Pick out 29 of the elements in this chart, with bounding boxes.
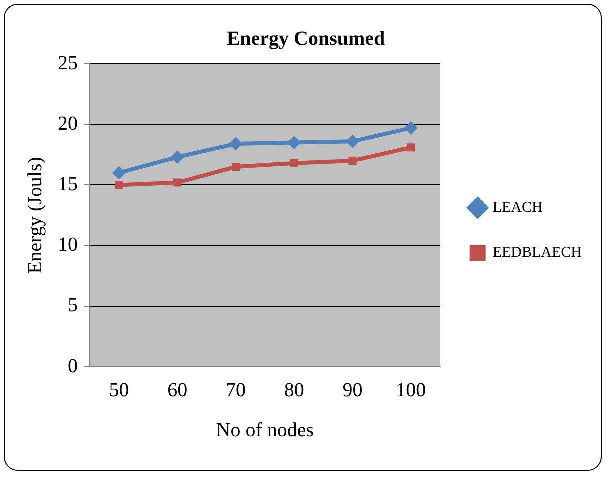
point — [115, 181, 124, 190]
x-axis-title: No of nodes — [216, 419, 314, 442]
x-tick-label: 50 — [109, 379, 130, 402]
y-tick-label: 20 — [58, 112, 78, 135]
legend-label: EEDBLAECH — [492, 244, 582, 261]
x-tick-label: 70 — [226, 379, 246, 402]
y-tick-label: 10 — [58, 234, 78, 256]
y-tick-label: 25 — [58, 52, 78, 74]
point — [404, 122, 418, 135]
point — [346, 135, 360, 148]
y-axis-title: Energy (Jouls) — [24, 157, 46, 274]
x-tick-label: 60 — [168, 379, 188, 402]
point — [348, 156, 357, 165]
x-tick-label: 90 — [342, 379, 363, 402]
y-tick-label: 0 — [68, 355, 78, 378]
chart-title: Energy Consumed — [226, 28, 386, 50]
point — [290, 159, 298, 168]
point — [288, 136, 301, 150]
x-tick-label: 80 — [284, 379, 304, 402]
point — [232, 162, 240, 172]
point — [229, 137, 242, 150]
point — [174, 178, 182, 187]
x-tick-label: 100 — [396, 379, 426, 402]
point — [171, 150, 184, 164]
point — [407, 144, 416, 152]
y-tick-label: 15 — [58, 173, 78, 196]
point — [112, 166, 126, 180]
legend-label: LEACH — [492, 200, 544, 216]
y-tick-label: 5 — [68, 294, 78, 317]
